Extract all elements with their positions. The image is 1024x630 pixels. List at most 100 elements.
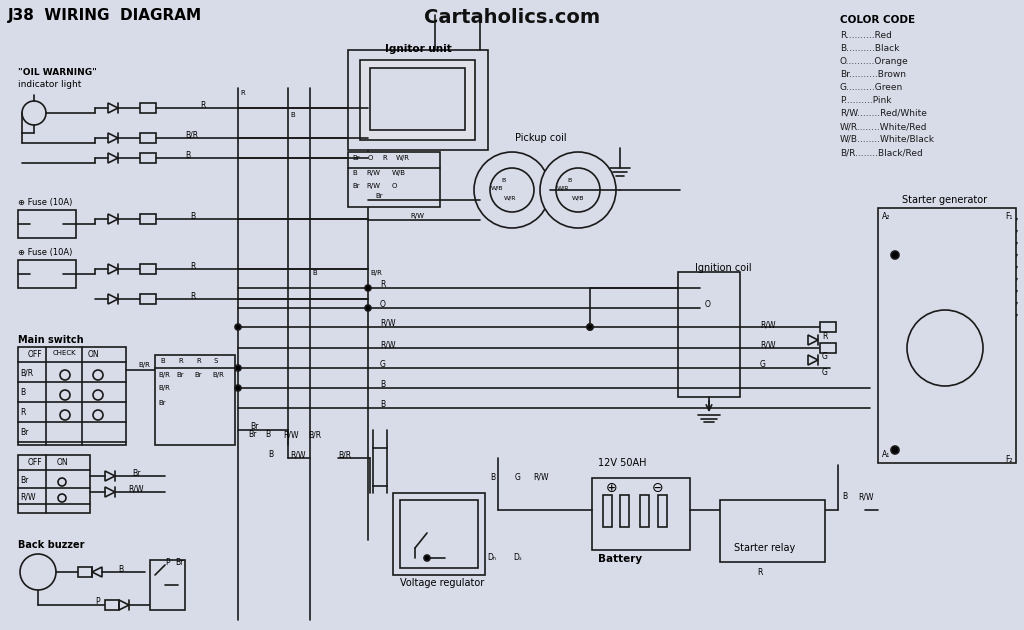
Text: R: R	[178, 358, 182, 364]
Text: ⊕ Fuse (10A): ⊕ Fuse (10A)	[18, 248, 73, 257]
Text: R: R	[758, 568, 763, 577]
Text: B: B	[290, 112, 295, 118]
Circle shape	[60, 410, 70, 420]
Text: Ignitor unit: Ignitor unit	[385, 44, 452, 54]
Text: "OIL WARNING": "OIL WARNING"	[18, 68, 97, 77]
Text: R/W: R/W	[283, 430, 299, 439]
Text: Br: Br	[158, 400, 166, 406]
Text: R/W: R/W	[366, 183, 380, 189]
Circle shape	[234, 365, 241, 371]
Bar	[678, 272, 740, 397]
Text: Starter generator: Starter generator	[902, 195, 987, 205]
Text: B: B	[190, 212, 196, 221]
Circle shape	[58, 478, 66, 486]
Text: W/B: W/B	[490, 185, 503, 190]
Text: O: O	[380, 300, 386, 309]
Bar	[878, 208, 1016, 463]
Bar	[140, 153, 156, 163]
Text: B..........Black: B..........Black	[840, 44, 899, 53]
Text: R/W: R/W	[410, 213, 424, 219]
Text: Br: Br	[20, 428, 29, 437]
Text: B/R: B/R	[185, 131, 198, 140]
Bar	[720, 500, 825, 562]
Text: Br..........Brown: Br..........Brown	[840, 70, 906, 79]
Text: B: B	[185, 151, 190, 160]
Text: A₂: A₂	[882, 212, 891, 221]
Circle shape	[93, 410, 103, 420]
Bar	[18, 455, 90, 513]
Circle shape	[234, 324, 241, 330]
Text: CHECK: CHECK	[53, 350, 77, 356]
Circle shape	[365, 285, 371, 291]
Bar	[140, 214, 156, 224]
Bar	[155, 355, 234, 445]
Circle shape	[60, 390, 70, 400]
Text: ⊕ Fuse (10A): ⊕ Fuse (10A)	[18, 198, 73, 207]
Text: R: R	[380, 280, 385, 289]
Bar	[658, 495, 667, 527]
Text: W/R........White/Red: W/R........White/Red	[840, 122, 928, 131]
Text: W/B........White/Black: W/B........White/Black	[840, 135, 935, 144]
Text: W/B: W/B	[392, 170, 406, 176]
Text: R/W: R/W	[534, 473, 549, 482]
Text: B: B	[502, 178, 506, 183]
Text: B: B	[268, 450, 273, 459]
Circle shape	[540, 152, 616, 228]
Text: Starter relay: Starter relay	[734, 543, 796, 553]
Bar	[820, 322, 836, 332]
Text: Br: Br	[352, 155, 359, 161]
Text: R: R	[20, 408, 26, 417]
Text: Br: Br	[248, 430, 256, 439]
Circle shape	[58, 494, 66, 502]
Text: S: S	[214, 358, 218, 364]
Circle shape	[474, 152, 550, 228]
Text: B/R: B/R	[158, 372, 170, 378]
Bar	[393, 493, 485, 575]
Text: Pickup coil: Pickup coil	[515, 133, 566, 143]
Text: OFF: OFF	[28, 350, 43, 359]
Text: Br: Br	[352, 183, 359, 189]
Text: R: R	[196, 358, 201, 364]
Text: A₁: A₁	[882, 450, 890, 459]
Circle shape	[20, 554, 56, 590]
Text: G: G	[760, 360, 766, 369]
Text: OFF: OFF	[28, 458, 43, 467]
Text: 12V 50AH: 12V 50AH	[598, 458, 646, 468]
Text: W/R: W/R	[504, 196, 516, 201]
Text: R/W........Red/White: R/W........Red/White	[840, 109, 927, 118]
Circle shape	[587, 324, 593, 330]
Bar	[140, 294, 156, 304]
Bar	[150, 560, 185, 610]
Text: B: B	[20, 388, 26, 397]
Text: R: R	[190, 262, 196, 271]
Text: Back buzzer: Back buzzer	[18, 540, 85, 550]
Text: ON: ON	[57, 458, 69, 467]
Text: ON: ON	[88, 350, 99, 359]
Text: B: B	[842, 492, 847, 501]
Text: Br: Br	[176, 372, 183, 378]
Bar	[592, 478, 690, 550]
Bar	[400, 500, 478, 568]
Text: Br: Br	[20, 476, 29, 485]
Text: G: G	[380, 360, 386, 369]
Text: B/R: B/R	[138, 362, 150, 368]
Text: R: R	[190, 292, 196, 301]
Text: B/R: B/R	[212, 372, 224, 378]
Text: P: P	[95, 597, 99, 606]
Text: R/W: R/W	[760, 340, 775, 349]
Text: Br: Br	[132, 469, 140, 478]
Bar	[140, 133, 156, 143]
Text: R: R	[240, 90, 245, 96]
Text: B: B	[490, 473, 496, 482]
Text: B/R: B/R	[20, 368, 33, 377]
Circle shape	[234, 385, 241, 391]
Text: F₁: F₁	[1005, 212, 1013, 221]
Circle shape	[60, 370, 70, 380]
Text: COLOR CODE: COLOR CODE	[840, 15, 915, 25]
Text: R: R	[822, 332, 827, 341]
Text: F₂: F₂	[1005, 455, 1013, 464]
Text: B/R: B/R	[370, 270, 382, 276]
Text: Voltage regulator: Voltage regulator	[400, 578, 484, 588]
Text: P: P	[165, 558, 170, 567]
Bar	[360, 60, 475, 140]
